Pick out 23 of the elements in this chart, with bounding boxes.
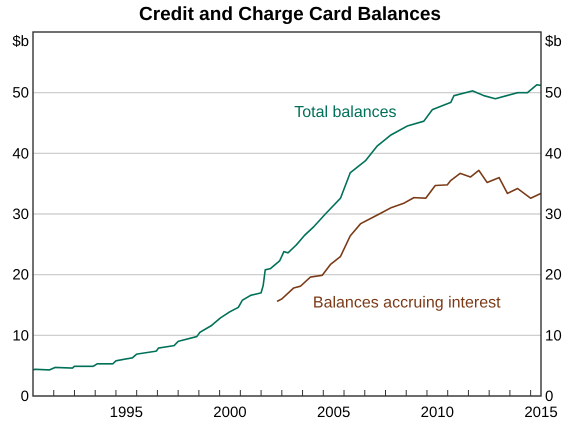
- y2-tick-label: 10: [545, 327, 562, 344]
- line-series: [32, 84, 542, 371]
- y2-tick-label: 50: [545, 84, 562, 102]
- x-tick-label: 2010: [420, 404, 454, 421]
- x-tick-label: 2000: [213, 404, 247, 421]
- y-tick-label: 50: [12, 84, 29, 102]
- y2-tick-label: 20: [545, 266, 562, 284]
- y2-tick-label: 0: [545, 388, 554, 405]
- y2-axis-title: $b: [545, 33, 562, 50]
- y-tick-label: 40: [12, 145, 29, 162]
- series-label: Balances accruing interest: [312, 294, 502, 312]
- y-tick-label: 20: [12, 266, 29, 284]
- y-tick-label: 0: [20, 388, 29, 405]
- y2-tick-label: 40: [545, 145, 562, 162]
- x-tick-label: 2015: [524, 404, 558, 421]
- x-tick-label: 1995: [110, 404, 143, 421]
- y2-tick-label: 30: [545, 206, 562, 223]
- y-tick-label: 10: [12, 327, 29, 344]
- y-axis-title: $b: [12, 33, 29, 50]
- chart-title: Credit and Charge Card Balances: [139, 4, 441, 25]
- y-tick-label: 30: [12, 206, 29, 223]
- series-label: Total balances: [294, 104, 397, 121]
- x-tick-label: 2005: [316, 404, 350, 421]
